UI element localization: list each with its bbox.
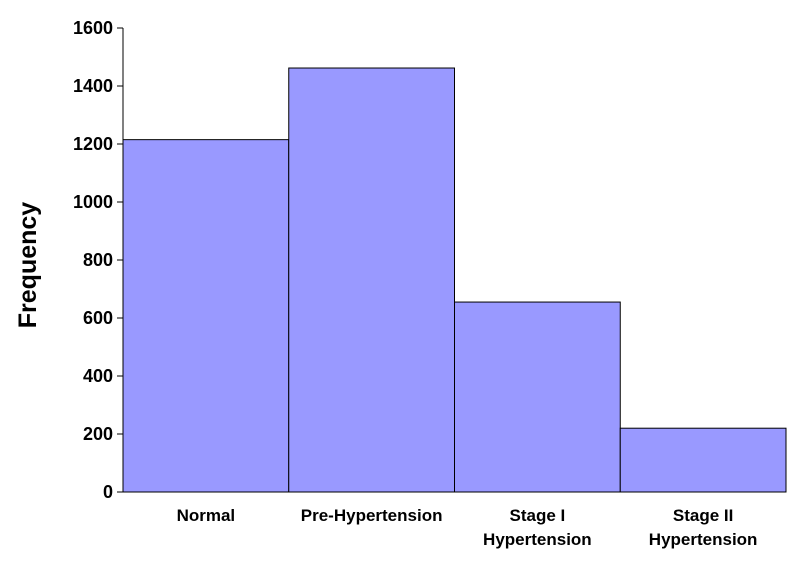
x-category-label-0: Normal	[177, 506, 236, 525]
y-tick-label-7: 1400	[73, 76, 113, 96]
y-axis-title: Frequency	[14, 202, 42, 329]
y-tick-label-6: 1200	[73, 134, 113, 154]
bars-group	[122, 67, 787, 493]
x-axis-category-labels: Normal Pre-Hypertension Stage I Hypertensio…	[177, 506, 758, 549]
y-axis-ticks: 0 200 400 600 800 1000 1200 1400 1600	[73, 18, 123, 502]
bar-1	[288, 67, 455, 493]
x-category-label-1: Pre-Hypertension	[301, 506, 443, 525]
y-tick-label-2: 400	[83, 366, 113, 386]
x-category-label-3: Stage II Hypertension	[649, 506, 758, 549]
y-tick-label-4: 800	[83, 250, 113, 270]
x-category-label-2: Stage I Hypertension	[483, 506, 592, 549]
y-tick-label-1: 200	[83, 424, 113, 444]
bar-2	[454, 301, 621, 493]
y-tick-label-8: 1600	[73, 18, 113, 38]
bar-3	[619, 427, 787, 493]
y-tick-label-5: 1000	[73, 192, 113, 212]
y-tick-label-3: 600	[83, 308, 113, 328]
y-tick-label-0: 0	[103, 482, 113, 502]
bar-0	[122, 139, 290, 493]
